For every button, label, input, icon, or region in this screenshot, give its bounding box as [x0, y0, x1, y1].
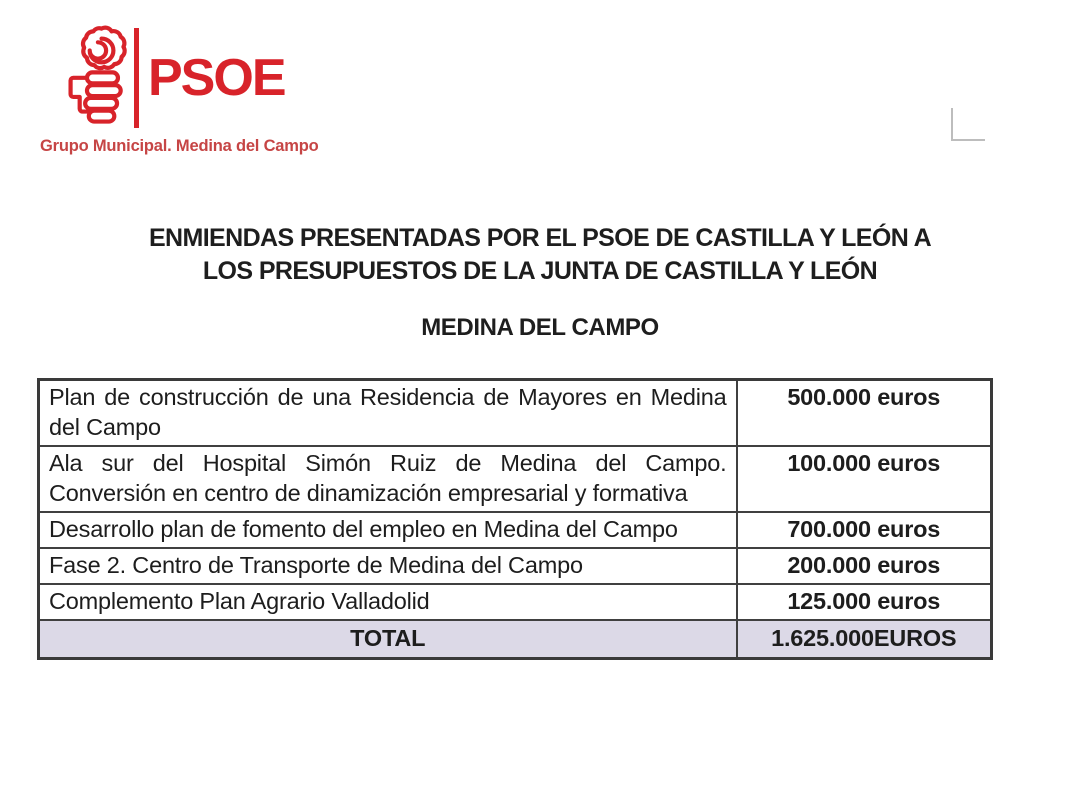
amendments-table: Plan de construcción de una Residencia d…	[37, 378, 993, 660]
amendment-description: Fase 2. Centro de Transporte de Medina d…	[37, 547, 738, 585]
document-title-line2: LOS PRESUPUESTOS DE LA JUNTA DE CASTILLA…	[202, 257, 878, 285]
amendment-amount: 125.000 euros	[735, 583, 993, 621]
logo-subtitle: Grupo Municipal. Medina del Campo	[40, 137, 319, 155]
total-amount: 1.625.000EUROS	[735, 619, 993, 660]
amendment-description: Desarrollo plan de fomento del empleo en…	[37, 511, 738, 549]
table-row: Plan de construcción de una Residencia d…	[37, 378, 993, 447]
amendment-description: Ala sur del Hospital Simón Ruiz de Medin…	[37, 445, 738, 513]
letterhead: PSOE Grupo Municipal. Medina del Campo	[0, 0, 480, 170]
table-row: Desarrollo plan de fomento del empleo en…	[37, 511, 993, 549]
total-row: TOTAL 1.625.000EUROS	[37, 619, 993, 660]
document-title-line1: ENMIENDAS PRESENTADAS POR EL PSOE DE CAS…	[148, 224, 932, 252]
logo-brand: PSOE	[148, 49, 286, 107]
amendment-amount: 500.000 euros	[735, 378, 993, 447]
corner-mark	[951, 108, 985, 141]
table-row: Complemento Plan Agrario Valladolid 125.…	[37, 583, 993, 621]
logo-divider	[134, 28, 139, 128]
amendment-amount: 700.000 euros	[735, 511, 993, 549]
amendment-description: Complemento Plan Agrario Valladolid	[37, 583, 738, 621]
document-subtitle: MEDINA DEL CAMPO	[421, 314, 659, 341]
total-label: TOTAL	[37, 619, 738, 660]
table-row: Fase 2. Centro de Transporte de Medina d…	[37, 547, 993, 585]
fist-and-rose-icon	[68, 25, 127, 124]
amendment-description: Plan de construcción de una Residencia d…	[37, 378, 738, 447]
amendment-amount: 200.000 euros	[735, 547, 993, 585]
document-title: ENMIENDAS PRESENTADAS POR EL PSOE DE CAS…	[0, 222, 1080, 288]
table-row: Ala sur del Hospital Simón Ruiz de Medin…	[37, 445, 993, 513]
amendment-amount: 100.000 euros	[735, 445, 993, 513]
